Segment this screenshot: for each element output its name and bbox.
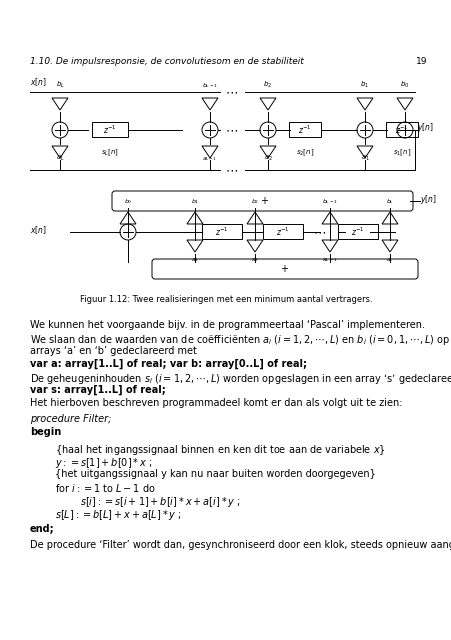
Text: Figuur 1.12: Twee realisieringen met een minimum aantal vertragers.: Figuur 1.12: Twee realisieringen met een… xyxy=(79,295,372,304)
Text: We kunnen het voorgaande bijv. in de programmeertaal ‘Pascal’ implementeren.: We kunnen het voorgaande bijv. in de pro… xyxy=(30,320,424,330)
Text: $b_0$: $b_0$ xyxy=(400,80,409,90)
Text: {haal het ingangssignaal binnen en ken dit toe aan de variabele $x$}: {haal het ingangssignaal binnen en ken d… xyxy=(55,443,385,457)
Bar xyxy=(92,122,128,138)
Text: var s: array[1..L] of real;: var s: array[1..L] of real; xyxy=(30,385,166,396)
Bar xyxy=(337,225,377,239)
Bar xyxy=(262,225,302,239)
Text: $s_L[n]$: $s_L[n]$ xyxy=(101,148,119,159)
Text: for $i := 1$ to $L - 1$ do: for $i := 1$ to $L - 1$ do xyxy=(55,482,156,494)
Text: $b_0$: $b_0$ xyxy=(124,197,132,206)
Text: We slaan dan de waarden van de coëfficiënten $a_i$ ($i = 1, 2, \cdots, L$) en $b: We slaan dan de waarden van de coëfficië… xyxy=(30,333,451,347)
Text: $s[i] := s[i+1] + b[i] * x + a[i] * y$ ;: $s[i] := s[i+1] + b[i] * x + a[i] * y$ ; xyxy=(80,495,240,509)
Text: $z^{-1}$: $z^{-1}$ xyxy=(298,124,311,136)
Text: $z^{-1}$: $z^{-1}$ xyxy=(350,226,364,238)
Text: procedure Filter;: procedure Filter; xyxy=(30,414,111,424)
Text: $a_2$: $a_2$ xyxy=(263,154,272,163)
Text: $b_L$: $b_L$ xyxy=(385,197,393,206)
Text: De procedure ‘Filter’ wordt dan, gesynchroniseerd door een klok, steeds opnieuw : De procedure ‘Filter’ wordt dan, gesynch… xyxy=(30,540,451,550)
Text: $b_2$: $b_2$ xyxy=(263,80,272,90)
Text: 19: 19 xyxy=(414,57,426,66)
Text: $a_L$: $a_L$ xyxy=(385,256,393,264)
Text: $+$: $+$ xyxy=(260,195,269,207)
Text: $x[n]$: $x[n]$ xyxy=(30,76,47,88)
Text: $x[n]$: $x[n]$ xyxy=(30,224,47,236)
Text: $a_1$: $a_1$ xyxy=(190,256,198,264)
Text: begin: begin xyxy=(30,427,61,437)
Text: $\cdots$: $\cdots$ xyxy=(225,124,238,136)
Text: $b_1$: $b_1$ xyxy=(359,80,369,90)
Text: $\cdots$: $\cdots$ xyxy=(225,86,238,99)
Text: {het uitgangssignaal y kan nu naar buiten worden doorgegeven}: {het uitgangssignaal y kan nu naar buite… xyxy=(55,469,375,479)
Text: $b_2$: $b_2$ xyxy=(250,197,258,206)
Text: De geheugeninhouden $s_i$ ($i = 1, 2, \cdots, L$) worden opgeslagen in een array: De geheugeninhouden $s_i$ ($i = 1, 2, \c… xyxy=(30,372,451,386)
Bar xyxy=(385,122,417,138)
Text: $b_{L-1}$: $b_{L-1}$ xyxy=(321,197,337,206)
Text: var a: array[1..L] of real; var b: array[0..L] of real;: var a: array[1..L] of real; var b: array… xyxy=(30,359,306,369)
Text: $b_L$: $b_L$ xyxy=(55,80,64,90)
Text: $a_{L-1}$: $a_{L-1}$ xyxy=(202,155,217,163)
Text: $z^{-1}$: $z^{-1}$ xyxy=(276,226,289,238)
Text: $s_1[n]$: $s_1[n]$ xyxy=(392,148,410,159)
Text: $a_L$: $a_L$ xyxy=(55,154,64,163)
Bar xyxy=(202,225,241,239)
Text: $\cdots$: $\cdots$ xyxy=(225,163,238,177)
Text: $+$: $+$ xyxy=(280,264,289,275)
Bar xyxy=(288,122,320,138)
Text: $z^{-1}$: $z^{-1}$ xyxy=(103,124,117,136)
Text: $a_{L-1}$: $a_{L-1}$ xyxy=(321,256,337,264)
Text: Het hierboven beschreven programmadeel komt er dan als volgt uit te zien:: Het hierboven beschreven programmadeel k… xyxy=(30,398,401,408)
Text: $y := s[1] + b[0] * x$ ;: $y := s[1] + b[0] * x$ ; xyxy=(55,456,152,470)
Text: $a_1$: $a_1$ xyxy=(360,154,368,163)
Text: 1.10. De impulsresponsie, de convolutiesom en de stabiliteit: 1.10. De impulsresponsie, de convoluties… xyxy=(30,57,303,66)
Text: $b_{L-1}$: $b_{L-1}$ xyxy=(202,81,217,90)
Text: $s_2[n]$: $s_2[n]$ xyxy=(295,148,313,159)
Text: arrays ‘a’ en ‘b’ gedeclareerd met: arrays ‘a’ en ‘b’ gedeclareerd met xyxy=(30,346,197,356)
Text: $z^{-1}$: $z^{-1}$ xyxy=(215,226,228,238)
Text: end;: end; xyxy=(30,524,55,534)
Text: $s[L] := b[L] + x + a[L] * y$ ;: $s[L] := b[L] + x + a[L] * y$ ; xyxy=(55,508,181,522)
Text: $b_1$: $b_1$ xyxy=(190,197,199,206)
Text: $y[n]$: $y[n]$ xyxy=(419,193,436,207)
Text: $z^{-1}$: $z^{-1}$ xyxy=(394,124,408,136)
Text: $a_2$: $a_2$ xyxy=(250,256,258,264)
Text: $y[n]$: $y[n]$ xyxy=(416,120,433,134)
Text: $\cdots$: $\cdots$ xyxy=(313,225,326,239)
